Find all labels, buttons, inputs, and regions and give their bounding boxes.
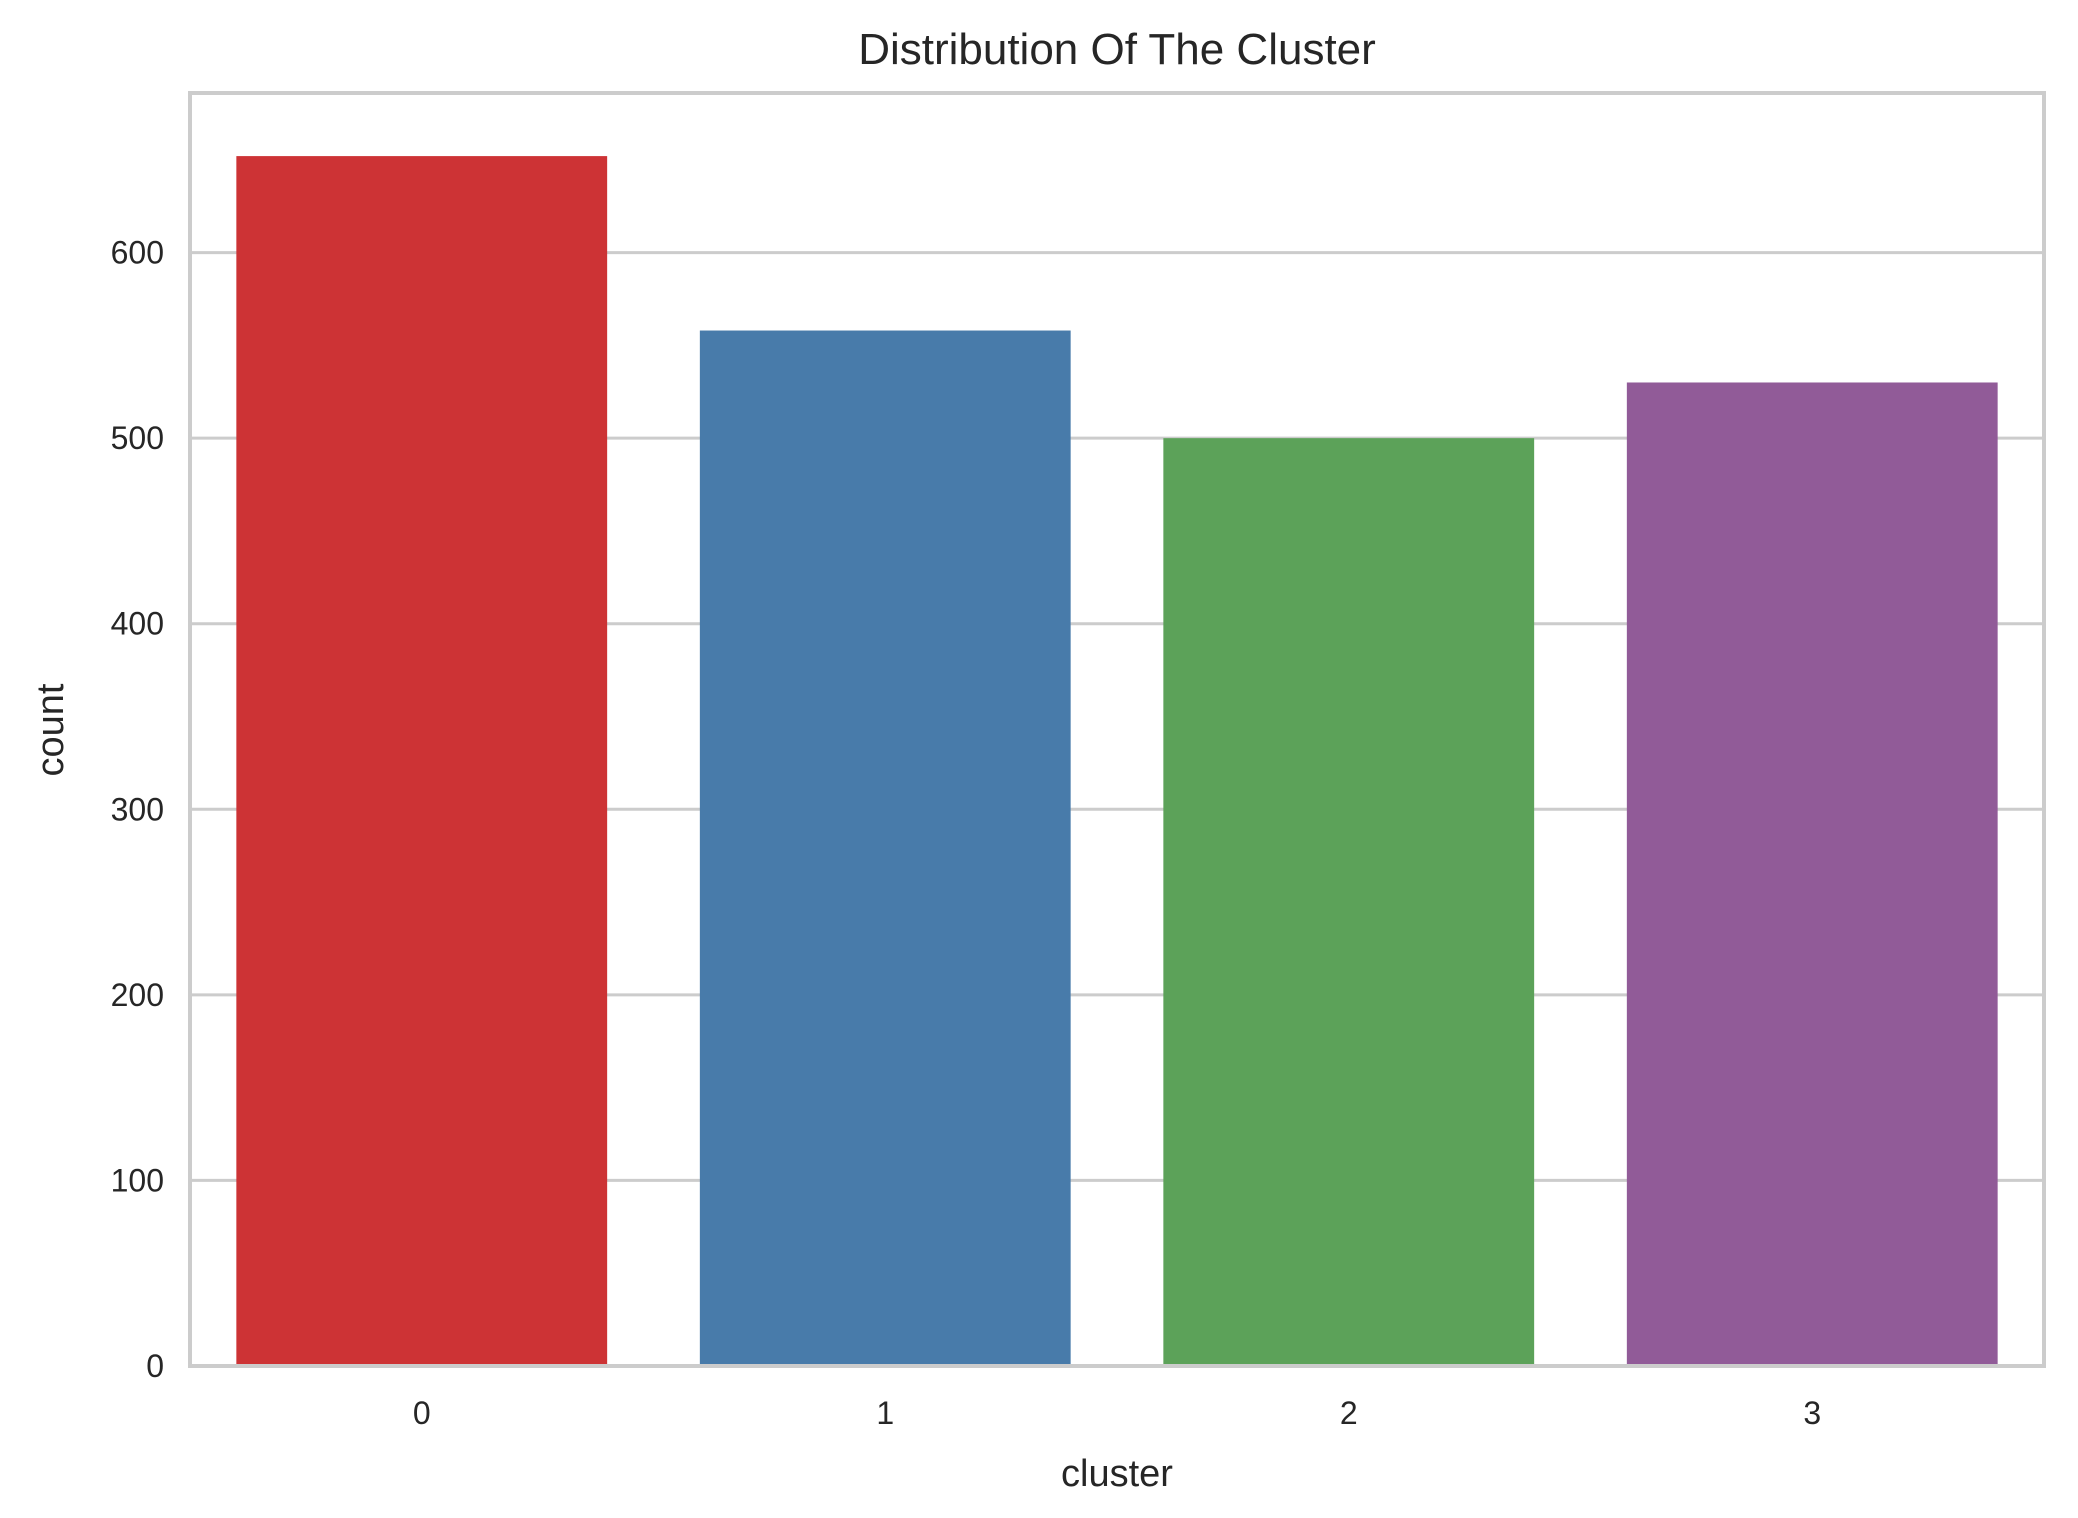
y-tick-label: 600: [111, 235, 164, 271]
bars: [236, 156, 1998, 1367]
x-tick-label: 3: [1803, 1395, 1821, 1431]
y-tick-label: 0: [146, 1348, 164, 1384]
chart-title: Distribution Of The Cluster: [858, 25, 1376, 74]
x-tick-labels: 0 1 2 3: [413, 1395, 1821, 1431]
y-tick-label: 400: [111, 606, 164, 642]
y-axis-label: count: [30, 683, 72, 776]
bar-cluster-3: [1626, 382, 1998, 1366]
plot-frame: [188, 91, 2046, 1368]
bar-cluster-1: [699, 330, 1071, 1366]
x-tick-label: 0: [413, 1395, 431, 1431]
y-tick-label: 100: [111, 1162, 164, 1198]
y-tick-label: 500: [111, 420, 164, 456]
bar-cluster-0: [236, 156, 608, 1367]
bar-cluster-2: [1163, 438, 1535, 1366]
x-tick-label: 1: [876, 1395, 894, 1431]
y-tick-labels: 0 100 200 300 400 500 600: [111, 235, 164, 1384]
y-tick-label: 200: [111, 977, 164, 1013]
y-tick-label: 300: [111, 791, 164, 827]
x-axis-label: cluster: [1061, 1453, 1173, 1495]
x-tick-label: 2: [1340, 1395, 1358, 1431]
